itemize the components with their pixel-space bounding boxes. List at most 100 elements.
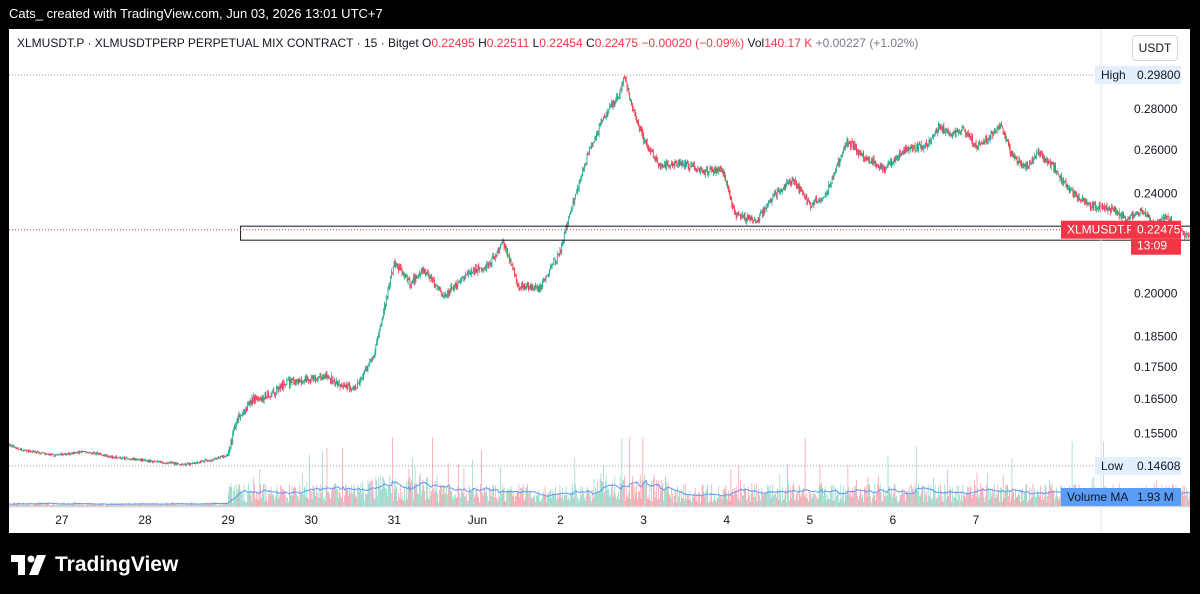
- volume-bar: [573, 498, 575, 507]
- volume-bar: [901, 489, 903, 507]
- candle-body: [818, 199, 820, 202]
- chart-frame[interactable]: 262728293031Jun234567 0.280000.260000.24…: [9, 29, 1190, 533]
- volume-bar: [797, 500, 799, 507]
- candle-body: [508, 255, 509, 256]
- volume-bar: [748, 487, 749, 507]
- volume-bar: [608, 489, 610, 507]
- candle-body: [272, 390, 274, 392]
- symbol-title[interactable]: XLMUSDT.P · XLMUSDTPERP PERPETUAL MIX CO…: [17, 36, 419, 50]
- volume-bar: [31, 505, 33, 507]
- candle-body: [407, 278, 409, 281]
- candle-body: [148, 460, 150, 463]
- candle-body: [592, 142, 594, 147]
- candle-body: [211, 459, 213, 461]
- volume-bar: [105, 503, 107, 507]
- volume-bar: [1019, 494, 1021, 507]
- volume-bar: [97, 503, 98, 507]
- candle-body: [158, 461, 159, 463]
- volume-bar: [124, 504, 125, 507]
- volume-bar: [850, 491, 851, 507]
- currency-button[interactable]: USDT: [1132, 35, 1178, 61]
- volume-bar: [835, 487, 836, 507]
- volume-bar: [760, 500, 761, 507]
- tradingview-logo[interactable]: TradingView: [11, 553, 178, 577]
- volume-bar: [1009, 502, 1011, 507]
- volume-bar: [329, 494, 330, 507]
- volume-bar: [745, 489, 747, 507]
- candle-body: [912, 148, 914, 150]
- candle-body: [670, 164, 672, 167]
- volume-bar: [75, 502, 77, 507]
- candle-body: [636, 119, 638, 121]
- volume-bar: [545, 495, 547, 507]
- candle-body: [1001, 123, 1002, 127]
- candle-body: [1186, 233, 1188, 235]
- volume-bar: [1017, 495, 1019, 507]
- volume-bar: [186, 502, 188, 507]
- candle-body: [953, 130, 955, 132]
- candle-body: [1042, 154, 1043, 156]
- candle-body: [1134, 215, 1136, 217]
- candle-body: [332, 380, 334, 383]
- volume-bar: [892, 493, 894, 507]
- volume-bar: [771, 495, 773, 507]
- candle-body: [1147, 214, 1149, 218]
- candle-body: [1138, 213, 1140, 215]
- candle-body: [345, 385, 347, 388]
- volume-bar: [851, 496, 852, 507]
- candle-body: [621, 84, 623, 91]
- candle-body: [309, 379, 310, 381]
- volume-bar: [246, 502, 248, 507]
- candle-body: [1083, 198, 1084, 200]
- candle-body: [43, 452, 44, 454]
- candle-body: [602, 120, 604, 122]
- candle-body: [990, 132, 992, 139]
- candle-body: [1132, 214, 1134, 219]
- support-zone-rectangle[interactable]: [240, 225, 1190, 241]
- candle-body: [184, 463, 186, 465]
- volume-bar: [918, 484, 919, 507]
- candle-body: [847, 139, 849, 145]
- volume-bar: [977, 487, 979, 507]
- volume-bar: [938, 486, 939, 507]
- volume-bar: [852, 496, 854, 507]
- candle-body: [294, 380, 296, 383]
- candle-body: [816, 198, 817, 203]
- candle-body: [756, 220, 758, 222]
- volume-bar: [63, 502, 65, 507]
- volume-bar: [842, 492, 843, 507]
- volume-bar: [69, 504, 70, 507]
- volume-bar: [787, 463, 789, 507]
- volume-bar: [577, 497, 578, 507]
- volume-bar: [177, 502, 179, 507]
- candle-body: [987, 140, 988, 142]
- volume-bar: [899, 495, 901, 507]
- volume-bar: [709, 501, 711, 507]
- volume-bar: [167, 502, 169, 507]
- candle-body: [928, 140, 930, 145]
- price-chart[interactable]: 262728293031Jun234567 0.280000.260000.24…: [9, 29, 1190, 533]
- candle-body: [459, 282, 460, 284]
- candle-body: [352, 387, 354, 389]
- candle-body: [613, 101, 615, 105]
- candle-body: [377, 336, 378, 343]
- candle-body: [570, 212, 571, 215]
- candle-body: [960, 130, 961, 133]
- candle-body: [770, 198, 772, 203]
- high-value-bg: [1131, 66, 1181, 84]
- candle-body: [205, 459, 207, 461]
- candle-body: [947, 130, 949, 135]
- candle-body: [96, 452, 97, 455]
- volume-bar: [794, 500, 795, 507]
- candle-body: [1077, 194, 1079, 200]
- volume-bar: [410, 482, 412, 507]
- candle-body: [998, 125, 1000, 129]
- volume-bar: [364, 500, 365, 507]
- candle-body: [755, 221, 757, 223]
- candle-body: [622, 81, 624, 85]
- candle-body: [1035, 152, 1037, 158]
- candle-body: [916, 145, 918, 151]
- candle-body: [525, 286, 527, 288]
- candle-body: [954, 130, 956, 135]
- candle-body: [385, 305, 386, 307]
